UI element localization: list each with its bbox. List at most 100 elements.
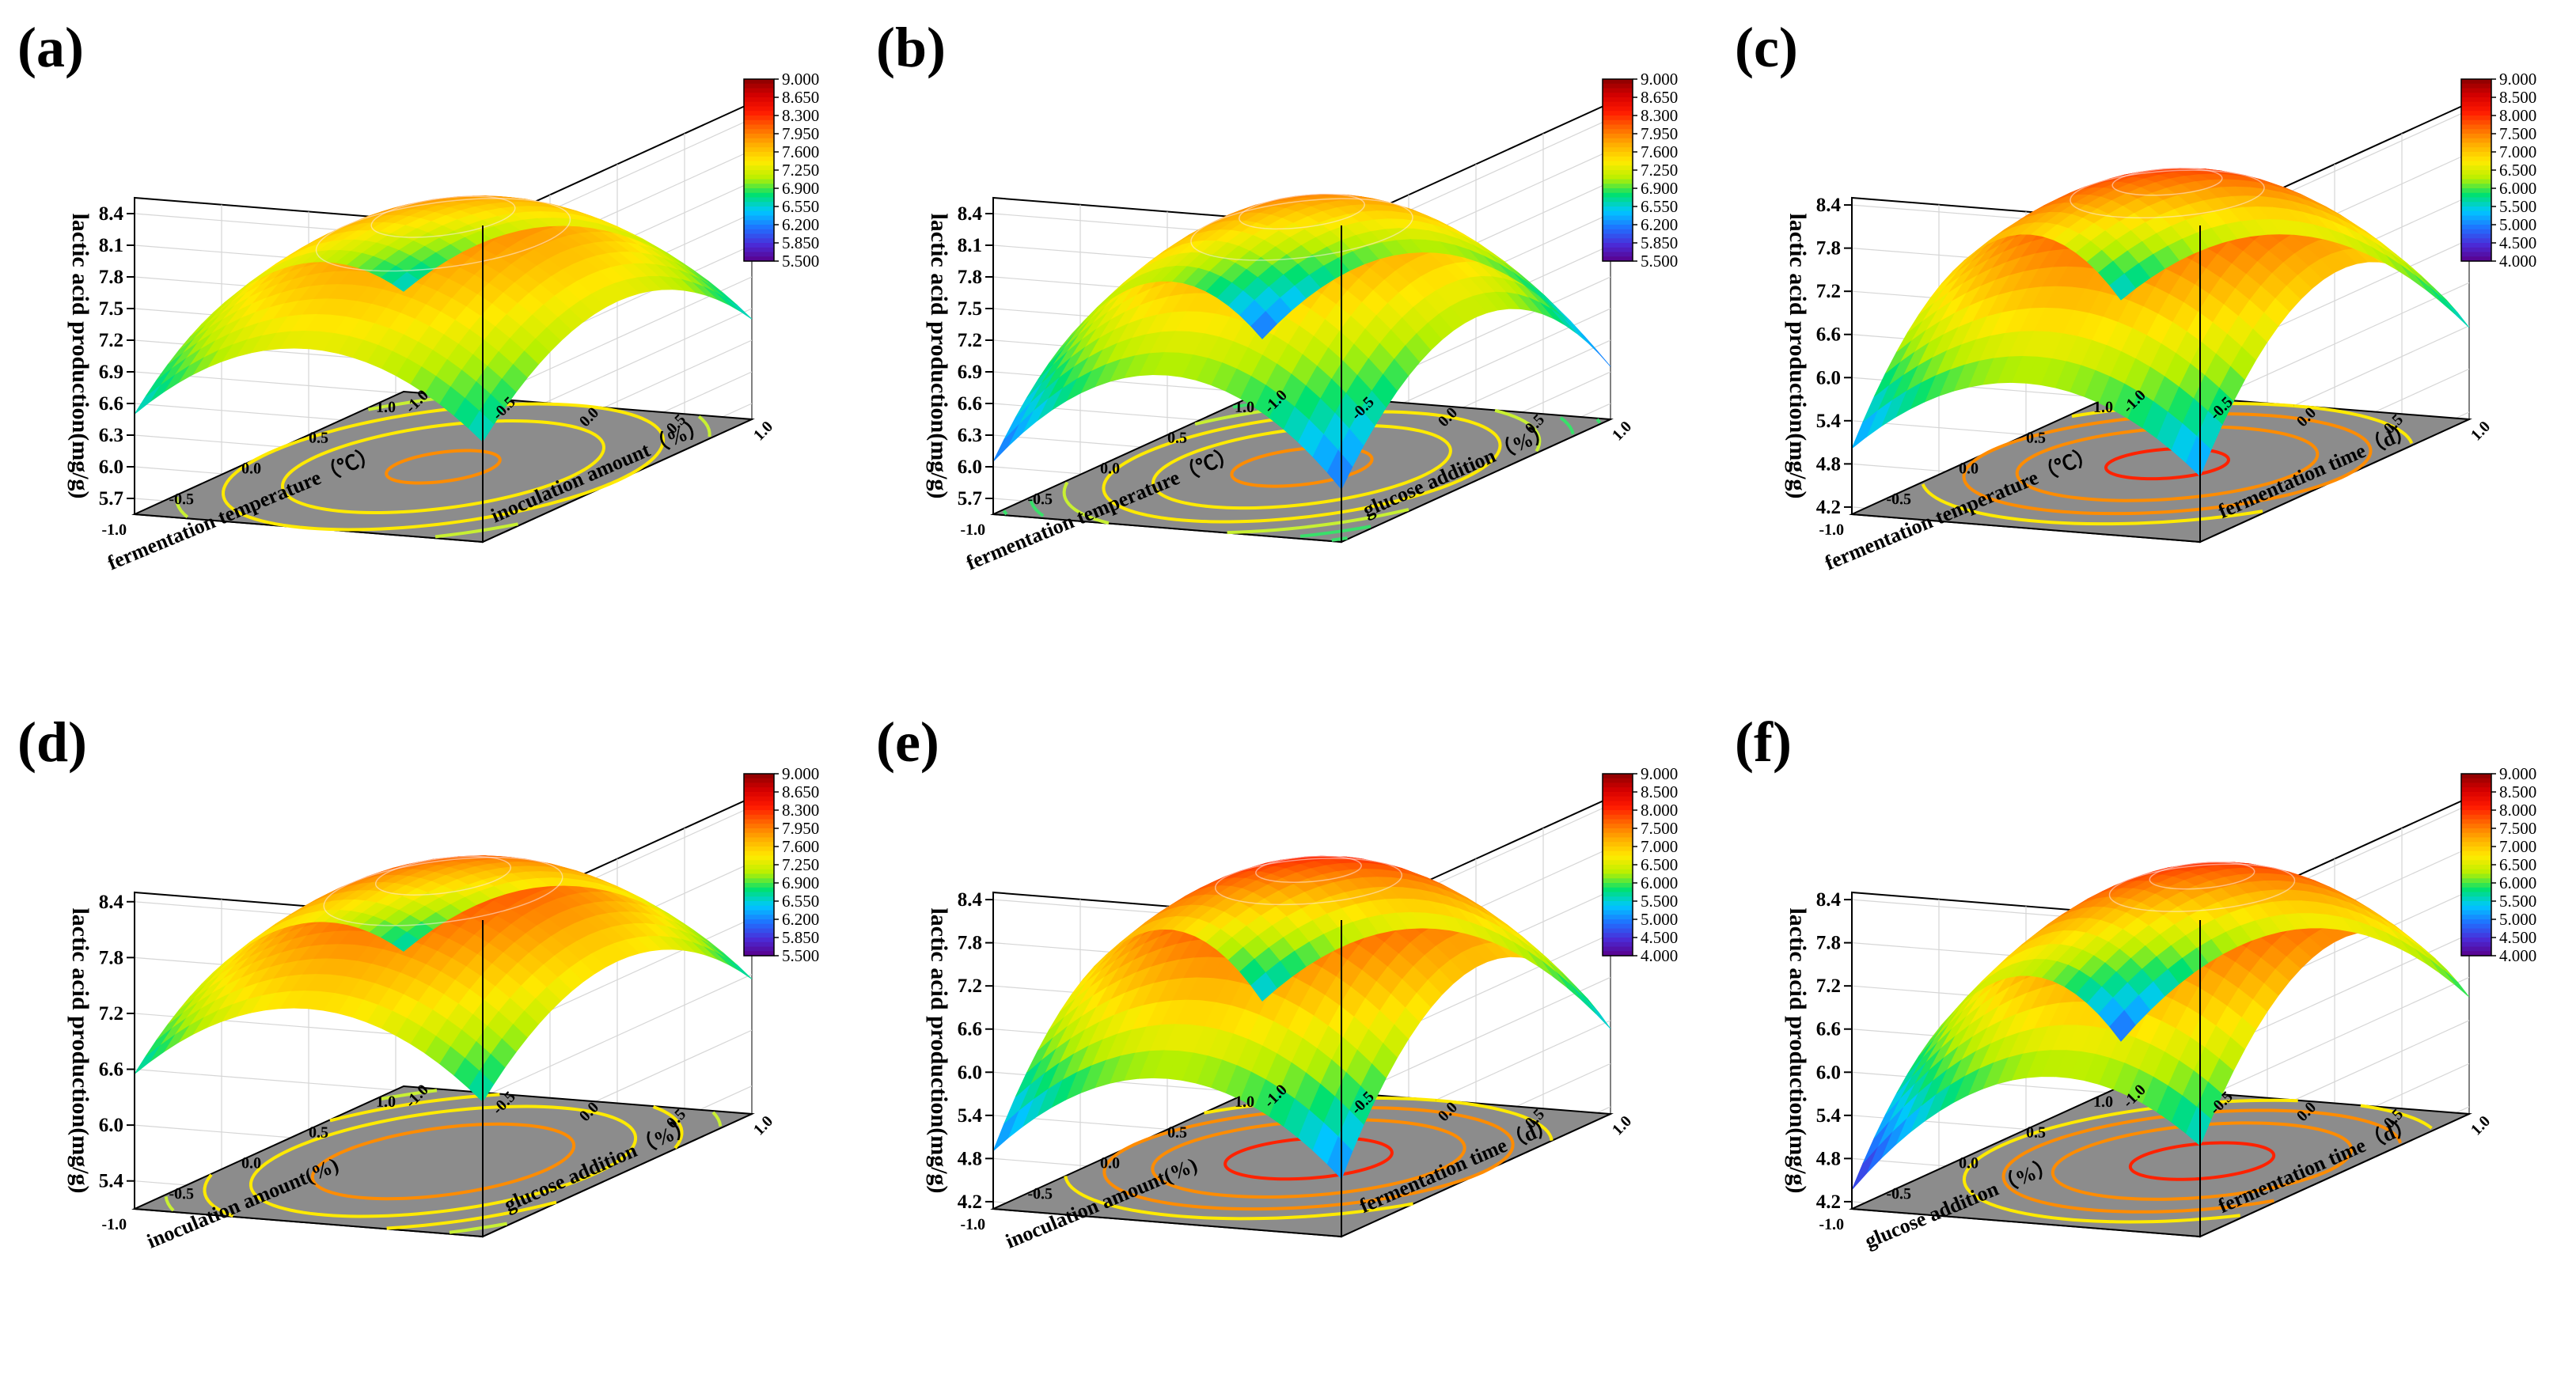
left-tick-label: -0.5 xyxy=(1886,1185,1911,1203)
colorbar-segment xyxy=(2461,810,2491,815)
colorbar-segment xyxy=(1603,165,1633,170)
colorbar-tick-label: 8.650 xyxy=(782,88,819,107)
z-tick-label: 6.3 xyxy=(99,425,123,446)
colorbar-segment xyxy=(1603,933,1633,938)
z-tick-label: 6.9 xyxy=(958,362,982,383)
colorbar-segment xyxy=(1603,838,1633,843)
colorbar-segment xyxy=(1603,792,1633,797)
colorbar-tick-label: 5.500 xyxy=(1641,252,1678,271)
colorbar-segment xyxy=(744,869,774,874)
left-tick-label: 1.0 xyxy=(376,1093,396,1111)
colorbar-segment xyxy=(1603,883,1633,888)
colorbar-tick-label: 6.550 xyxy=(1641,197,1678,216)
colorbar-segment xyxy=(1603,193,1633,198)
left-tick-label: 0.0 xyxy=(241,460,261,477)
z-tick-label: 8.1 xyxy=(99,235,123,256)
colorbar-tick-label: 8.650 xyxy=(782,782,819,801)
colorbar-segment xyxy=(2461,828,2491,833)
colorbar-segment xyxy=(2461,888,2491,892)
colorbar-segment xyxy=(2461,184,2491,188)
colorbar-segment xyxy=(744,165,774,170)
left-tick-label: 0.0 xyxy=(1959,1154,1978,1172)
colorbar-segment xyxy=(2461,865,2491,869)
colorbar-segment xyxy=(1603,778,1633,783)
colorbar-segment xyxy=(2461,120,2491,125)
colorbar-tick-label: 7.600 xyxy=(782,837,819,856)
colorbar-segment xyxy=(2461,180,2491,184)
right-tick-label: 1.0 xyxy=(750,418,776,444)
colorbar-tick-label: 9.000 xyxy=(782,764,819,783)
colorbar-segment xyxy=(1603,138,1633,143)
left-tick-label: -1.0 xyxy=(1819,1216,1844,1233)
left-tick-label: -0.5 xyxy=(1886,491,1911,508)
colorbar-tick-label: 7.000 xyxy=(2499,142,2536,161)
contour-line xyxy=(1597,419,1600,423)
colorbar-segment xyxy=(2461,152,2491,157)
z-tick-label: 7.8 xyxy=(958,933,982,954)
colorbar-segment xyxy=(744,147,774,152)
colorbar-segment xyxy=(1603,906,1633,911)
colorbar-segment xyxy=(1603,929,1633,934)
z-tick-label: 6.6 xyxy=(1816,324,1841,346)
colorbar-tick-label: 5.000 xyxy=(1641,910,1678,929)
colorbar-tick-label: 4.000 xyxy=(1641,946,1678,965)
colorbar-segment xyxy=(744,184,774,188)
colorbar-tick-label: 6.500 xyxy=(2499,161,2536,180)
colorbar-tick-label: 8.300 xyxy=(782,801,819,820)
panel-label: (d) xyxy=(17,710,87,774)
colorbar-tick-label: 6.900 xyxy=(782,873,819,892)
colorbar-segment xyxy=(2461,933,2491,938)
colorbar-tick-label: 6.500 xyxy=(2499,855,2536,874)
colorbar-segment xyxy=(1603,107,1633,112)
colorbar-segment xyxy=(1603,828,1633,833)
z-tick-label: 5.7 xyxy=(958,488,982,509)
colorbar-tick-label: 8.500 xyxy=(2499,782,2536,801)
colorbar-segment xyxy=(744,89,774,93)
z-tick-label: 6.0 xyxy=(958,1062,982,1083)
colorbar-tick-label: 7.500 xyxy=(2499,819,2536,838)
z-tick-label: 7.2 xyxy=(1816,975,1841,997)
z-axis-title: lactic acid production(mg/g) xyxy=(926,907,952,1193)
z-tick-label: 7.2 xyxy=(1816,281,1841,302)
colorbar-segment xyxy=(744,797,774,801)
colorbar-tick-label: 4.000 xyxy=(2499,252,2536,271)
colorbar-tick-label: 7.600 xyxy=(782,142,819,161)
colorbar-segment xyxy=(2461,896,2491,901)
colorbar-segment xyxy=(2461,238,2491,243)
colorbar-tick-label: 9.000 xyxy=(2499,70,2536,89)
z-tick-label: 4.8 xyxy=(1816,453,1841,475)
left-tick-label: -0.5 xyxy=(1027,491,1053,508)
panel-a: (a)5.76.06.36.66.97.27.57.88.18.4lactic … xyxy=(17,16,819,574)
colorbar-segment xyxy=(1603,869,1633,874)
colorbar-tick-label: 7.950 xyxy=(782,124,819,143)
colorbar-segment xyxy=(744,938,774,942)
colorbar-segment xyxy=(2461,947,2491,952)
colorbar-segment xyxy=(2461,787,2491,792)
colorbar-tick-label: 9.000 xyxy=(2499,764,2536,783)
colorbar-segment xyxy=(2461,138,2491,143)
z-tick-label: 4.2 xyxy=(958,1191,982,1213)
colorbar-tick-label: 5.500 xyxy=(2499,892,2536,911)
panel-label: (e) xyxy=(876,710,939,774)
right-tick-label: 1.0 xyxy=(2468,418,2494,444)
colorbar-segment xyxy=(2461,856,2491,861)
colorbar-segment xyxy=(1603,896,1633,901)
colorbar-tick-label: 6.200 xyxy=(1641,215,1678,234)
colorbar-segment xyxy=(2461,170,2491,175)
colorbar-tick-label: 7.950 xyxy=(1641,124,1678,143)
colorbar-segment xyxy=(2461,243,2491,248)
colorbar-segment xyxy=(2461,838,2491,843)
colorbar-segment xyxy=(2461,206,2491,211)
colorbar-segment xyxy=(744,157,774,161)
colorbar-segment xyxy=(1603,161,1633,166)
colorbar-segment xyxy=(744,220,774,225)
colorbar: 5.5005.8506.2006.5506.9007.2507.6007.950… xyxy=(744,764,819,965)
colorbar-tick-label: 6.900 xyxy=(1641,179,1678,198)
colorbar-tick-label: 4.000 xyxy=(2499,946,2536,965)
colorbar-segment xyxy=(2461,815,2491,820)
z-tick-label: 5.4 xyxy=(1816,411,1842,432)
colorbar-segment xyxy=(1603,147,1633,152)
colorbar-segment xyxy=(2461,797,2491,801)
